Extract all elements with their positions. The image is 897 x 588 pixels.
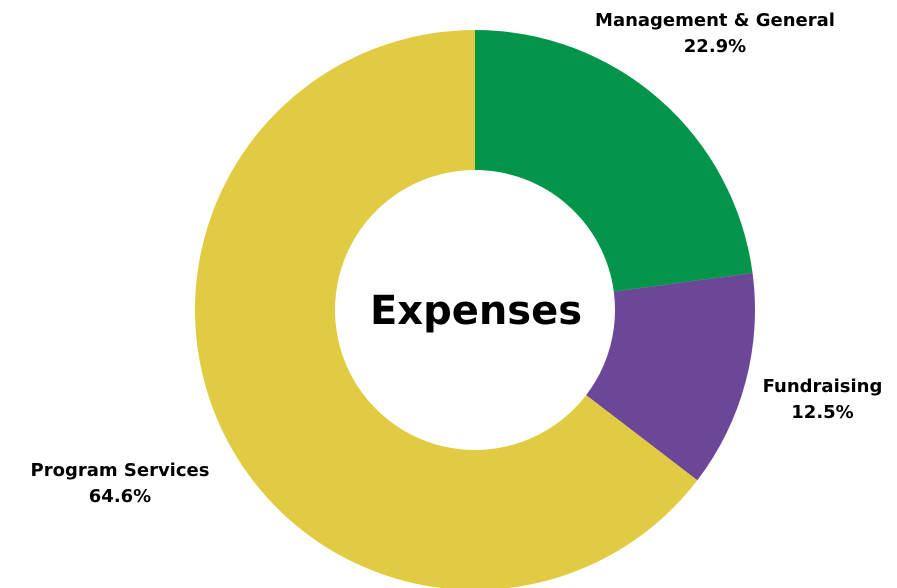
slice-label-fundraising: Fundraising 12.5% (750, 374, 895, 426)
slice-label-value: 22.9% (683, 36, 747, 57)
slice-label-name: Program Services (30, 460, 210, 481)
slice-label-program-services: Program Services 64.6% (0, 458, 240, 510)
slice-label-value: 12.5% (791, 402, 854, 423)
slice-label-name: Management & General (595, 10, 835, 31)
slice-label-value: 64.6% (88, 486, 152, 507)
donut-slice-program-services (195, 30, 698, 588)
donut-slice-fundraising (586, 273, 755, 481)
slice-label-name: Fundraising (762, 376, 883, 397)
donut-slice-management-general (475, 30, 753, 292)
slice-label-management-general: Management & General 22.9% (560, 8, 870, 60)
chart-title: Expenses (369, 288, 583, 334)
